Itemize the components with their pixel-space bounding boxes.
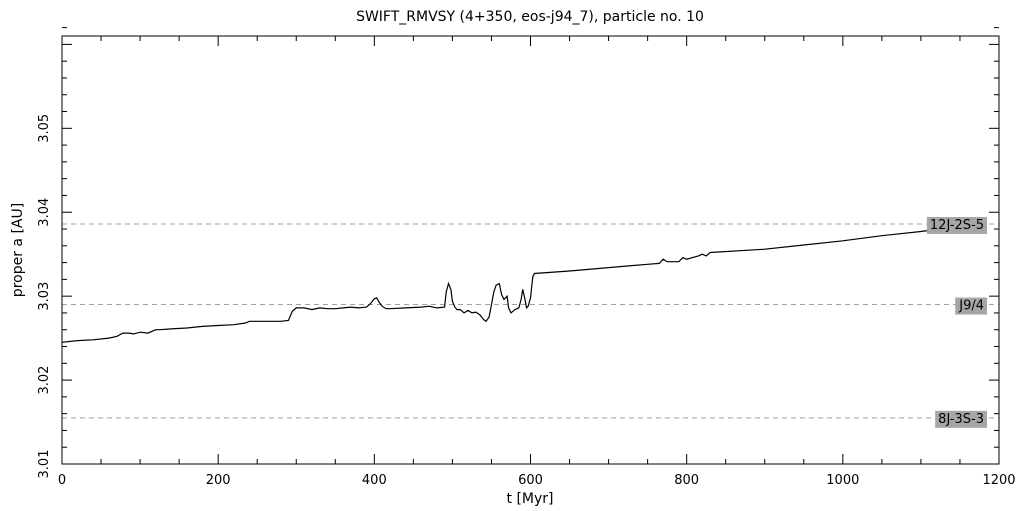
x-axis-ticks: 0 200 400 600 800 1000 1200 <box>58 36 1016 488</box>
resonance-label: 12J-2S-5 <box>930 218 984 233</box>
resonance-label-bg <box>926 216 987 234</box>
x-tick-label: 800 <box>674 473 699 488</box>
y-tick-label: 3.02 <box>37 366 52 395</box>
y-axis-ticks: 3.01 3.02 3.03 3.04 3.05 <box>37 27 999 479</box>
x-tick-label: 0 <box>58 473 66 488</box>
y-axis-label: proper a [AU] <box>10 203 26 297</box>
chart-title: SWIFT_RMVSY (4+350, eos-j94_7), particle… <box>356 9 704 25</box>
y-tick-label: 3.03 <box>37 282 52 311</box>
x-tick-label: 1000 <box>826 473 859 488</box>
resonance-lines <box>62 223 999 419</box>
y-tick-label: 3.05 <box>37 114 52 143</box>
x-axis-label: t [Myr] <box>507 491 554 507</box>
x-tick-label: 400 <box>362 473 387 488</box>
resonance-label-bg <box>935 410 987 428</box>
x-tick-label: 600 <box>518 473 543 488</box>
x-tick-label: 200 <box>206 473 231 488</box>
resonance-label: J9/4 <box>958 299 984 314</box>
resonance-labels: 12J-2S-5 J9/4 8J-3S-3 <box>926 216 987 428</box>
series-line <box>61 223 980 343</box>
resonance-label: 8J-3S-3 <box>938 412 984 427</box>
y-tick-label: 3.04 <box>37 198 52 227</box>
resonance-label-bg <box>955 297 987 315</box>
y-tick-label: 3.01 <box>37 450 52 479</box>
plot-frame <box>61 35 1000 465</box>
x-tick-label: 1200 <box>982 473 1015 488</box>
